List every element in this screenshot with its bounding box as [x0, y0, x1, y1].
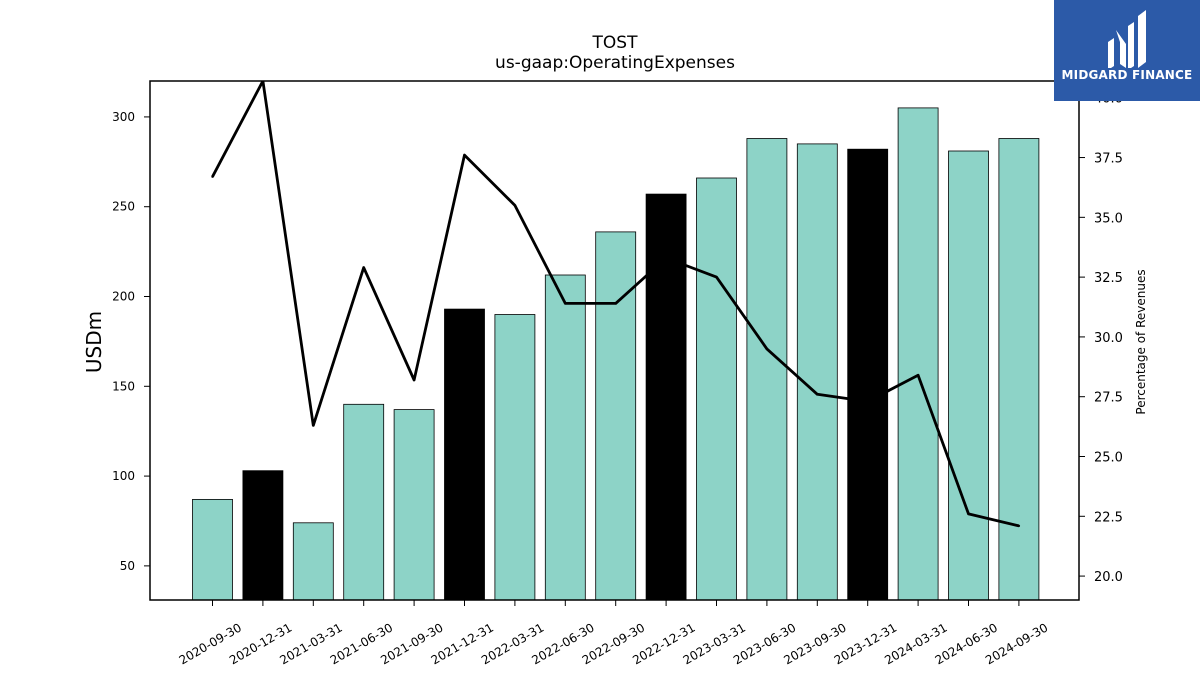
bar-2024-03-31: [897, 107, 939, 601]
y-tick-label: 250: [112, 200, 135, 214]
chart-subtitle: us-gaap:OperatingExpenses: [495, 53, 735, 73]
y2-tick-label: 20.0: [1094, 570, 1123, 585]
bar-2023-03-31: [696, 177, 737, 601]
bar-2022-09-30: [595, 231, 637, 601]
bar-2023-12-31: [847, 148, 889, 601]
line-group: [211, 81, 1021, 528]
bar-2024-06-30: [948, 150, 989, 601]
line-point-2021-09-30: [412, 378, 416, 382]
y-axis-left: 50 100 150 200 250 300: [112, 110, 150, 573]
line-point-2021-12-31: [463, 153, 466, 157]
y2-axis-label: Percentage of Revenues: [1134, 269, 1148, 414]
bar-2024-09-30: [998, 138, 1040, 601]
line-point-2022-09-30: [614, 302, 617, 305]
y-axis-label: USDm: [82, 311, 106, 373]
y2-tick-label: 27.5: [1094, 391, 1123, 406]
y-axis-right: 20.022.525.027.530.032.535.037.540.0: [1079, 92, 1123, 585]
y-tick-label: 100: [112, 469, 135, 483]
line-point-2022-12-31: [664, 256, 668, 260]
bar-2021-12-31: [444, 308, 485, 601]
y-tick-label: 200: [112, 290, 135, 304]
line-point-2021-03-31: [312, 424, 315, 427]
bar-2022-12-31: [645, 193, 687, 601]
bar-2020-09-30: [192, 498, 233, 601]
line-point-2022-03-31: [513, 204, 517, 207]
y2-tick-label: 37.5: [1094, 152, 1123, 167]
line-point-2023-09-30: [816, 393, 819, 396]
y2-tick-label: 22.5: [1094, 510, 1123, 525]
line-point-2024-06-30: [967, 512, 970, 516]
line-point-2023-03-31: [715, 275, 718, 279]
y2-tick-label: 25.0: [1094, 450, 1123, 465]
bar-2021-03-31: [292, 522, 334, 601]
chart-title: TOST: [592, 33, 639, 53]
y2-tick-label: 30.0: [1094, 331, 1123, 346]
x-axis: 2020-09-302020-12-312021-03-312021-06-30…: [177, 600, 1050, 667]
line-point-2021-06-30: [362, 266, 365, 269]
bar-2022-06-30: [544, 274, 586, 601]
logo-text: MIDGARD FINANCE: [1061, 68, 1193, 82]
y-tick-label: 150: [112, 379, 135, 393]
line-point-2022-06-30: [564, 302, 567, 305]
bar-2022-03-31: [494, 314, 536, 601]
bar-2023-06-30: [746, 138, 788, 601]
bar-2021-09-30: [393, 409, 435, 601]
line-point-2024-03-31: [916, 374, 920, 377]
y-tick-label: 50: [120, 559, 135, 573]
bar-2020-12-31: [242, 470, 284, 601]
midgard-logo-icon: [1108, 10, 1146, 68]
plot-frame: [149, 80, 1080, 601]
line-point-2024-09-30: [1017, 524, 1021, 528]
line-point-2023-12-31: [866, 400, 869, 403]
bar-group: [192, 107, 1040, 601]
bar-2023-09-30: [796, 143, 838, 601]
logo: MIDGARD FINANCE: [1054, 0, 1200, 101]
y2-tick-label: 35.0: [1094, 211, 1123, 226]
bar-2021-06-30: [343, 403, 385, 601]
line-point-2020-09-30: [211, 175, 214, 178]
y-tick-label: 300: [112, 110, 135, 124]
line-point-2023-06-30: [765, 347, 769, 351]
y2-tick-label: 32.5: [1094, 271, 1123, 286]
